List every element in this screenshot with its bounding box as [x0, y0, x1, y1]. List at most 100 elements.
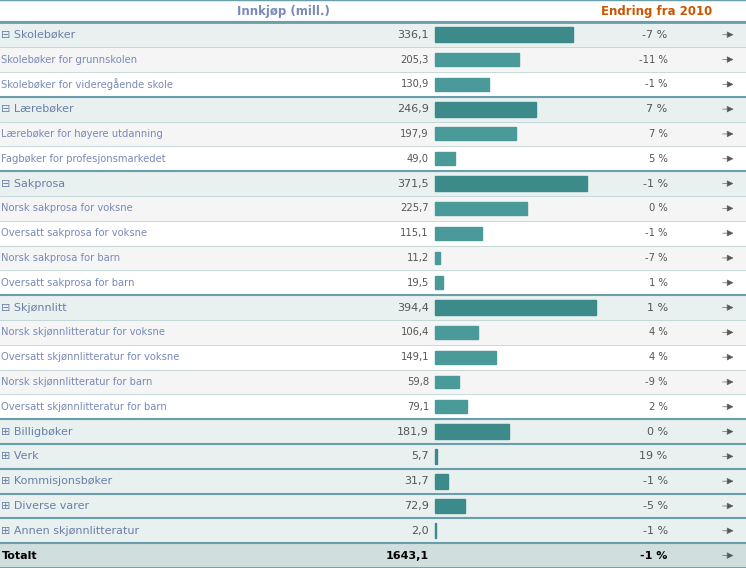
Bar — [0, 122, 746, 147]
Text: 7 %: 7 % — [647, 104, 668, 114]
Bar — [435, 474, 448, 488]
Bar — [435, 102, 536, 116]
Bar — [0, 444, 746, 469]
Text: ⊞ Verk: ⊞ Verk — [1, 452, 39, 461]
Text: Oversatt sakprosa for barn: Oversatt sakprosa for barn — [1, 278, 135, 288]
Text: -11 %: -11 % — [639, 55, 668, 65]
Text: -1 %: -1 % — [645, 80, 668, 89]
Text: -1 %: -1 % — [642, 178, 668, 189]
Text: 59,8: 59,8 — [407, 377, 429, 387]
Bar — [0, 469, 746, 494]
Text: -7 %: -7 % — [642, 30, 668, 40]
Text: -1 %: -1 % — [642, 526, 668, 536]
Bar — [0, 221, 746, 245]
Text: 181,9: 181,9 — [397, 427, 429, 437]
Text: ⊞ Diverse varer: ⊞ Diverse varer — [1, 501, 90, 511]
Text: 19,5: 19,5 — [407, 278, 429, 288]
Bar — [435, 375, 460, 389]
Bar — [435, 227, 482, 240]
Bar — [0, 196, 746, 221]
Bar — [435, 350, 496, 364]
Text: 130,9: 130,9 — [401, 80, 429, 89]
Text: -1 %: -1 % — [640, 550, 668, 561]
Text: 394,4: 394,4 — [397, 303, 429, 312]
Text: ⊟ Lærebøker: ⊟ Lærebøker — [1, 104, 74, 114]
Bar — [0, 72, 746, 97]
Text: Oversatt skjønnlitteratur for barn: Oversatt skjønnlitteratur for barn — [1, 402, 167, 412]
Text: 197,9: 197,9 — [401, 129, 429, 139]
Bar — [0, 270, 746, 295]
Bar — [435, 152, 455, 165]
Text: Oversatt skjønnlitteratur for voksne: Oversatt skjønnlitteratur for voksne — [1, 352, 180, 362]
Text: Norsk sakprosa for barn: Norsk sakprosa for barn — [1, 253, 121, 263]
Text: 115,1: 115,1 — [401, 228, 429, 238]
Bar — [0, 295, 746, 320]
Text: 4 %: 4 % — [649, 352, 668, 362]
Text: 11,2: 11,2 — [407, 253, 429, 263]
Text: 371,5: 371,5 — [398, 178, 429, 189]
Text: 7 %: 7 % — [649, 129, 668, 139]
Text: 49,0: 49,0 — [407, 154, 429, 164]
Bar — [0, 97, 746, 122]
Bar — [0, 394, 746, 419]
Text: Norsk skjønnlitteratur for voksne: Norsk skjønnlitteratur for voksne — [1, 327, 166, 337]
Bar — [0, 370, 746, 394]
Text: ⊟ Skjønnlitt: ⊟ Skjønnlitt — [1, 303, 67, 312]
Text: 1643,1: 1643,1 — [386, 550, 429, 561]
Bar — [435, 252, 439, 265]
Text: 19 %: 19 % — [639, 452, 668, 461]
Bar — [435, 78, 489, 91]
Text: ⊞ Billigbøker: ⊞ Billigbøker — [1, 427, 73, 437]
Text: Lærebøker for høyere utdanning: Lærebøker for høyere utdanning — [1, 129, 163, 139]
Text: -5 %: -5 % — [642, 501, 668, 511]
Bar — [435, 400, 467, 414]
Text: Norsk skjønnlitteratur for barn: Norsk skjønnlitteratur for barn — [1, 377, 153, 387]
Text: 31,7: 31,7 — [404, 476, 429, 486]
Text: 336,1: 336,1 — [398, 30, 429, 40]
Bar — [0, 147, 746, 171]
Text: Fagbøker for profesjonsmarkedet: Fagbøker for profesjonsmarkedet — [1, 154, 166, 164]
Text: ⊟ Skolebøker: ⊟ Skolebøker — [1, 30, 76, 40]
Text: -9 %: -9 % — [645, 377, 668, 387]
Bar — [0, 245, 746, 270]
Text: 1 %: 1 % — [647, 303, 668, 312]
Bar — [435, 127, 516, 140]
Text: -1 %: -1 % — [645, 228, 668, 238]
Bar — [435, 499, 465, 513]
Text: Totalt: Totalt — [1, 550, 37, 561]
Text: Skolebøker for videregående skole: Skolebøker for videregående skole — [1, 78, 174, 90]
Text: 1 %: 1 % — [649, 278, 668, 288]
Text: 0 %: 0 % — [647, 427, 668, 437]
Bar — [0, 419, 746, 444]
Bar — [0, 171, 746, 196]
Text: 149,1: 149,1 — [401, 352, 429, 362]
Bar — [435, 326, 478, 339]
Text: 106,4: 106,4 — [401, 327, 429, 337]
Bar — [0, 345, 746, 370]
Text: 72,9: 72,9 — [404, 501, 429, 511]
Text: 2 %: 2 % — [649, 402, 668, 412]
Text: 2,0: 2,0 — [411, 526, 429, 536]
Text: 0 %: 0 % — [649, 203, 668, 214]
Bar — [0, 320, 746, 345]
Text: 79,1: 79,1 — [407, 402, 429, 412]
Text: 225,7: 225,7 — [401, 203, 429, 214]
Bar — [435, 176, 587, 191]
Text: 205,3: 205,3 — [401, 55, 429, 65]
Text: Skolebøker for grunnskolen: Skolebøker for grunnskolen — [1, 55, 137, 65]
Text: Oversatt sakprosa for voksne: Oversatt sakprosa for voksne — [1, 228, 148, 238]
Bar — [0, 519, 746, 543]
Bar — [435, 27, 572, 42]
Bar — [435, 449, 437, 464]
Bar — [435, 276, 443, 289]
Bar — [0, 22, 746, 47]
Bar — [435, 424, 510, 439]
Text: 246,9: 246,9 — [397, 104, 429, 114]
Text: -1 %: -1 % — [642, 476, 668, 486]
Text: Endring fra 2010: Endring fra 2010 — [601, 5, 712, 18]
Text: 5,7: 5,7 — [411, 452, 429, 461]
Text: -7 %: -7 % — [645, 253, 668, 263]
Bar — [0, 543, 746, 568]
Text: ⊟ Sakprosa: ⊟ Sakprosa — [1, 178, 66, 189]
Bar — [435, 53, 519, 66]
